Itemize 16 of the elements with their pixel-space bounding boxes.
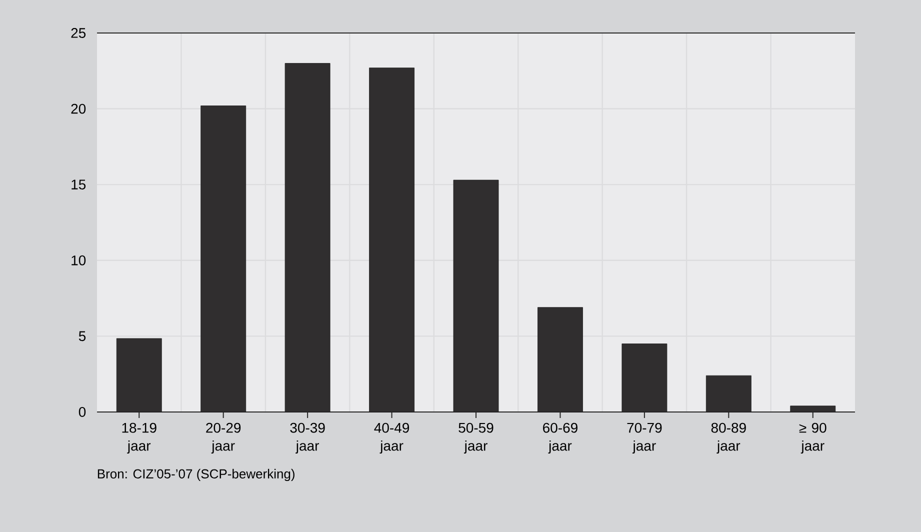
y-tick-label: 10 xyxy=(72,255,86,266)
y-tick-label: 0 xyxy=(78,407,86,417)
y-tick-label: 15 xyxy=(72,180,86,190)
x-tick-label: 70-79 jaar xyxy=(627,422,662,454)
x-tick-label: 50-59 jaar xyxy=(458,422,494,454)
x-tick-label: 60-69 jaar xyxy=(543,422,578,454)
x-tick-label: 18-19 jaar xyxy=(122,422,156,454)
x-tick-label: ≥ 90 jaar xyxy=(799,422,826,454)
y-tick-label: 20 xyxy=(71,104,86,114)
y-tick-label: 5 xyxy=(78,331,86,342)
x-tick-label: 80-89 jaar xyxy=(711,422,746,454)
x-tick-label: 30-39 jaar xyxy=(290,422,325,454)
x-tick-label: 20-29 jaar xyxy=(206,422,241,454)
text: Bron: CIZ’05-’07 (SCP-bewerking) xyxy=(98,468,294,482)
x-tick-label: 40-49 jaar xyxy=(374,422,410,454)
y-tick-label: 25 xyxy=(71,28,86,38)
